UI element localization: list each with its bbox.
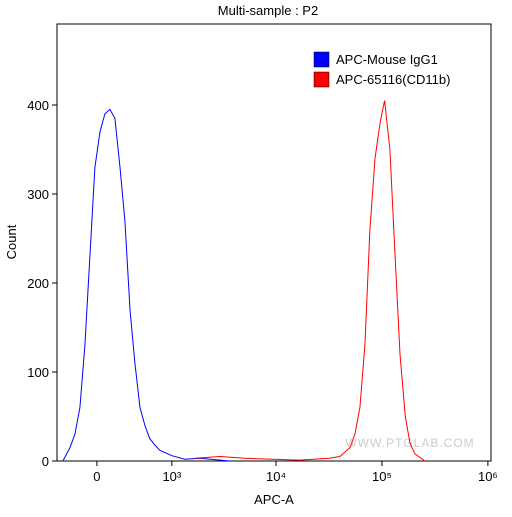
histogram-line xyxy=(194,100,426,462)
plot-frame xyxy=(56,23,492,462)
chart-title: Multi-sample : P2 xyxy=(218,3,318,18)
x-tick-label: 10³ xyxy=(162,469,181,484)
legend-swatch xyxy=(313,51,330,68)
x-tick-label: 10⁵ xyxy=(372,469,392,484)
x-tick-label: 0 xyxy=(93,469,100,484)
y-tick-label: 0 xyxy=(42,454,49,469)
histogram-line xyxy=(62,108,230,462)
x-tick-label: 10⁴ xyxy=(266,469,286,484)
y-tick-label: 400 xyxy=(27,98,49,113)
legend-label: APC-Mouse IgG1 xyxy=(336,52,438,67)
legend-label: APC-65116(CD11b) xyxy=(336,72,450,87)
y-tick-label: 300 xyxy=(27,187,49,202)
y-axis-label: Count xyxy=(4,224,19,259)
x-tick-label: 10⁶ xyxy=(478,469,498,484)
y-tick-label: 200 xyxy=(27,276,49,291)
legend-swatch xyxy=(313,71,330,88)
x-axis-label: APC-A xyxy=(254,492,294,507)
y-tick-label: 100 xyxy=(27,365,49,380)
